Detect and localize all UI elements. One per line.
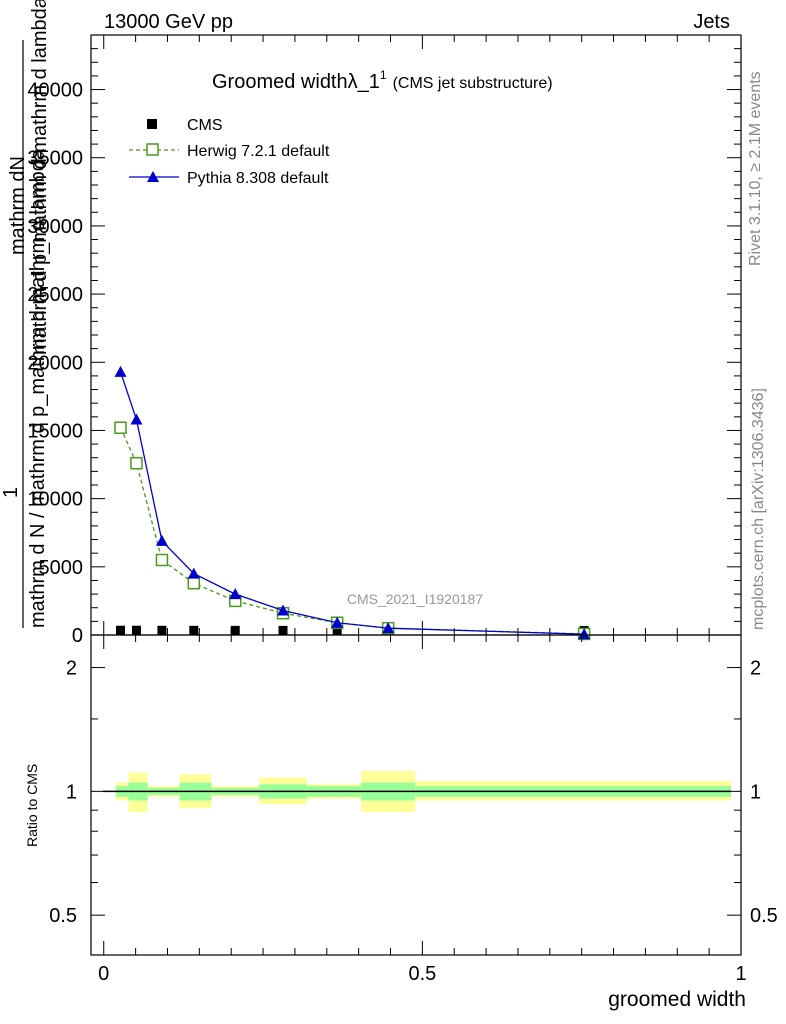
legend: CMS Herwig 7.2.1 default Pythia 8.308 de… — [129, 117, 330, 187]
legend-pythia-marker — [147, 171, 159, 182]
pythia-data-point — [229, 588, 242, 600]
ylabel-denominator: mathrm d N / mathrm d p_mathrm d mathrm … — [27, 148, 49, 628]
x-axis-label: groomed width — [608, 988, 746, 1011]
main-y-tick-label: 0 — [72, 625, 83, 647]
main-series-group — [114, 365, 591, 641]
main-y-tick-label: 5000 — [39, 557, 84, 579]
ratio-y-tick-label-right: 1 — [750, 781, 761, 803]
mcplots-label: mcplots.cern.ch [arXiv:1306.3436] — [750, 388, 767, 630]
ratio-x-ticks: 0 0.5 1 — [98, 635, 747, 985]
chart-title-sup: 1 — [380, 68, 387, 82]
herwig-series-line — [119, 427, 585, 635]
pythia-data-point — [331, 616, 344, 628]
ratio-y-tick-label: 2 — [66, 658, 77, 680]
main-y-tick-label: 25000 — [27, 284, 83, 306]
chart-title-main: Groomed widthλ_1 — [212, 71, 380, 93]
main-y-tick-label: 35000 — [27, 148, 83, 170]
ratio-ylabel: Ratio to CMS — [24, 764, 40, 847]
energy-label: 13000 GeV pp — [104, 11, 233, 33]
ratio-y-tick-label-right: 0.5 — [750, 905, 778, 927]
cms-data-point — [189, 625, 199, 635]
ratio-y-ticks: 0.5 0.5 1 1 2 2 — [49, 658, 778, 928]
main-x-ticks — [103, 35, 742, 635]
legend-herwig-label: Herwig 7.2.1 default — [187, 143, 330, 160]
main-y-tick-label: 20000 — [27, 352, 83, 374]
cms-data-point — [116, 625, 126, 635]
herwig-data-point — [155, 553, 169, 567]
cms-data-point — [278, 625, 288, 635]
ylabel-one: 1 — [0, 487, 22, 498]
legend-cms-label: CMS — [187, 117, 223, 134]
analysis-watermark: CMS_2021_I1920187 — [347, 591, 483, 607]
y-axis-label: mathrm dN mathrm d p_mathrm d mathrm d l… — [0, 0, 51, 628]
cms-data-point — [157, 625, 167, 635]
legend-cms-marker — [147, 119, 157, 129]
chart-title: Groomed widthλ_11 (CMS jet substructure) — [212, 68, 553, 93]
cms-data-point — [131, 625, 141, 635]
main-y-tick-label: 10000 — [27, 489, 83, 511]
main-y-ticks: 0 5000 10000 15000 20000 25000 30000 35000 40000 — [27, 48, 741, 647]
pythia-data-point — [155, 534, 168, 546]
main-y-tick-label: 40000 — [27, 80, 83, 102]
ratio-y-tick-label: 0.5 — [49, 905, 77, 927]
legend-herwig-marker — [146, 143, 159, 156]
rivet-label: Rivet 3.1.10, ≥ 2.1M events — [747, 71, 764, 266]
category-label: Jets — [693, 11, 730, 33]
pythia-data-point — [114, 365, 127, 377]
chart-title-sub: (CMS jet substructure) — [393, 75, 553, 92]
cms-data-point — [230, 625, 240, 635]
main-y-tick-label: 30000 — [27, 216, 83, 238]
pythia-data-point — [187, 567, 200, 579]
x-tick-label: 1 — [735, 963, 746, 985]
legend-pythia-label: Pythia 8.308 default — [187, 170, 329, 187]
pythia-data-point — [382, 622, 395, 634]
cms-data-point — [332, 625, 342, 635]
pythia-data-point — [130, 413, 143, 425]
herwig-data-point — [130, 456, 143, 470]
ylabel-numerator-top: mathrm dN — [7, 156, 29, 255]
ratio-plot-frame — [90, 634, 742, 956]
herwig-data-point — [187, 576, 201, 590]
main-y-tick-label: 15000 — [27, 420, 83, 442]
pythia-data-point — [277, 604, 290, 616]
ylabel-numerator-bottom: mathrm d p_mathrm d mathrm d lambda — [29, 0, 51, 355]
herwig-data-point — [114, 421, 127, 434]
x-tick-label: 0.5 — [408, 963, 436, 985]
ratio-y-tick-label: 1 — [66, 781, 77, 803]
x-tick-label: 0 — [98, 963, 109, 985]
ratio-y-tick-label-right: 2 — [750, 658, 761, 680]
pythia-data-point — [578, 628, 591, 640]
